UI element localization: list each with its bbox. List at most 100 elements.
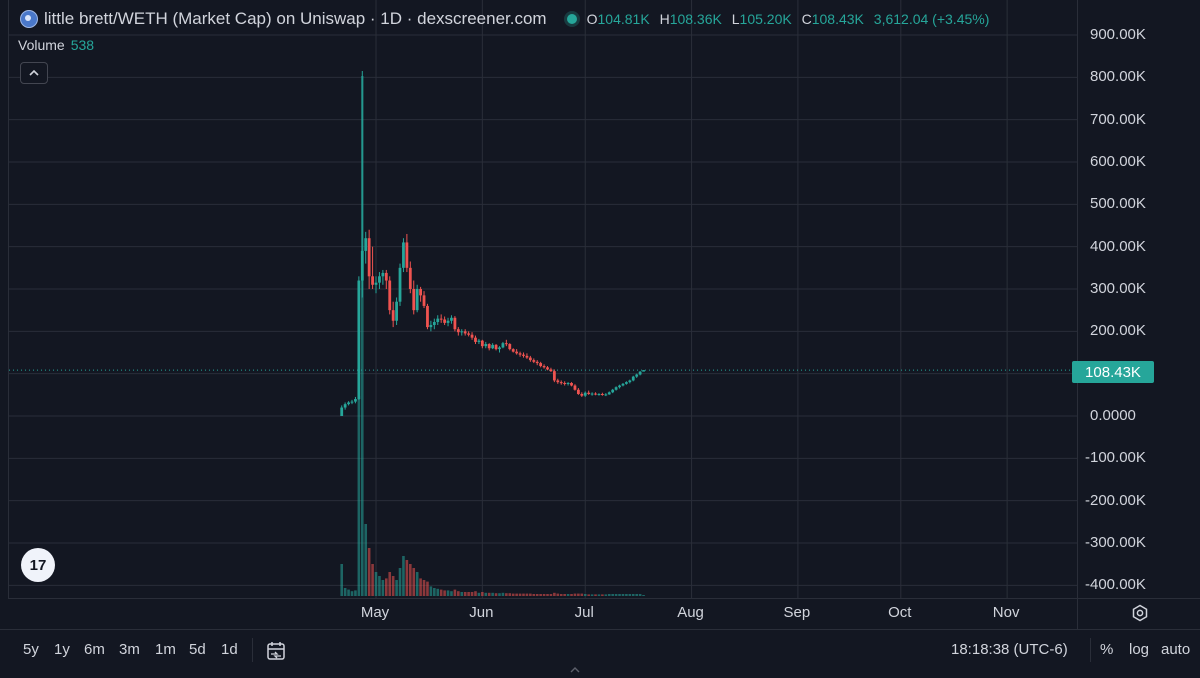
candle[interactable]: [621, 382, 625, 387]
candle[interactable]: [467, 331, 471, 337]
gear-icon[interactable]: [1131, 604, 1149, 622]
candle[interactable]: [474, 335, 477, 345]
candle[interactable]: [460, 329, 464, 336]
time-axis[interactable]: [8, 598, 1077, 629]
candle[interactable]: [494, 344, 498, 351]
candle[interactable]: [354, 396, 357, 404]
tradingview-logo-icon[interactable]: 17: [21, 548, 55, 582]
candle[interactable]: [378, 272, 381, 289]
candle[interactable]: [419, 286, 422, 302]
candle[interactable]: [453, 316, 457, 332]
candle[interactable]: [340, 405, 344, 416]
candle[interactable]: [402, 238, 405, 273]
candle[interactable]: [535, 360, 539, 366]
range-1m-button[interactable]: 1m: [155, 641, 176, 658]
candle[interactable]: [556, 378, 560, 384]
candle[interactable]: [604, 393, 608, 397]
collapse-legend-button[interactable]: [20, 62, 48, 84]
candle[interactable]: [498, 346, 501, 353]
candle[interactable]: [576, 388, 580, 395]
candle[interactable]: [563, 381, 567, 386]
candle[interactable]: [360, 70, 364, 298]
candle[interactable]: [525, 353, 529, 359]
candle[interactable]: [463, 329, 467, 336]
candle[interactable]: [607, 391, 611, 395]
candle[interactable]: [343, 402, 347, 410]
candle[interactable]: [405, 233, 409, 273]
percent-mode-button[interactable]: %: [1100, 641, 1114, 658]
candle[interactable]: [446, 317, 450, 327]
candle[interactable]: [587, 390, 591, 395]
candle[interactable]: [388, 276, 392, 315]
candle[interactable]: [511, 348, 515, 353]
candle[interactable]: [570, 382, 573, 387]
candle[interactable]: [412, 280, 416, 315]
candle[interactable]: [391, 301, 395, 328]
candle[interactable]: [549, 367, 553, 372]
candle[interactable]: [480, 339, 484, 349]
candle[interactable]: [600, 392, 604, 396]
candle[interactable]: [395, 297, 398, 325]
candle[interactable]: [477, 338, 481, 345]
calendar-icon[interactable]: [265, 640, 287, 662]
candle[interactable]: [374, 276, 378, 294]
candle[interactable]: [628, 379, 632, 384]
candle[interactable]: [522, 352, 525, 358]
candle[interactable]: [456, 327, 460, 336]
candle[interactable]: [484, 341, 488, 349]
price-axis[interactable]: 900.00K 800.00K 700.00K 600.00K 500.00K 400.0…: [1077, 0, 1200, 598]
candle[interactable]: [504, 339, 508, 347]
auto-mode-button[interactable]: auto: [1161, 641, 1191, 658]
candle[interactable]: [515, 349, 519, 355]
range-5d-button[interactable]: 5d: [189, 641, 206, 658]
candle[interactable]: [611, 388, 615, 394]
candle[interactable]: [364, 231, 368, 264]
candle[interactable]: [381, 269, 385, 285]
candle[interactable]: [347, 401, 350, 406]
candle[interactable]: [443, 316, 447, 325]
candle[interactable]: [436, 315, 440, 325]
candle[interactable]: [580, 392, 584, 397]
candle[interactable]: [501, 341, 505, 349]
candle[interactable]: [508, 343, 512, 351]
candle[interactable]: [638, 371, 642, 376]
candle[interactable]: [426, 303, 429, 330]
chart-area[interactable]: [8, 0, 1078, 598]
candle[interactable]: [597, 393, 601, 396]
range-6m-button[interactable]: 6m: [84, 641, 105, 658]
candle[interactable]: [429, 320, 433, 332]
candle[interactable]: [635, 373, 639, 378]
range-5y-button[interactable]: 5y: [23, 641, 39, 658]
range-1y-button[interactable]: 1y: [54, 641, 70, 658]
candle[interactable]: [439, 314, 443, 323]
candle[interactable]: [614, 386, 618, 391]
candle[interactable]: [367, 229, 371, 289]
candle[interactable]: [583, 391, 587, 397]
log-mode-button[interactable]: log: [1129, 641, 1150, 658]
candle[interactable]: [450, 315, 453, 324]
candle[interactable]: [384, 269, 388, 289]
candle[interactable]: [625, 381, 628, 385]
candle[interactable]: [566, 382, 570, 386]
candlestick-chart[interactable]: [9, 0, 1078, 598]
candle[interactable]: [559, 380, 563, 385]
candle[interactable]: [590, 392, 594, 396]
candle[interactable]: [594, 392, 597, 396]
candle[interactable]: [398, 263, 402, 306]
chevron-up-icon[interactable]: [570, 660, 580, 673]
candle[interactable]: [432, 318, 436, 330]
candle[interactable]: [642, 370, 645, 372]
range-1d-button[interactable]: 1d: [221, 641, 238, 658]
candle[interactable]: [422, 291, 426, 309]
candle[interactable]: [371, 246, 374, 289]
candle[interactable]: [350, 399, 354, 405]
candle[interactable]: [539, 361, 543, 368]
candle[interactable]: [491, 343, 495, 350]
candle[interactable]: [532, 358, 536, 364]
candle[interactable]: [552, 369, 556, 383]
candle[interactable]: [631, 375, 635, 382]
candle[interactable]: [573, 384, 577, 391]
candle[interactable]: [542, 364, 546, 369]
candle[interactable]: [487, 343, 491, 351]
candle[interactable]: [470, 332, 474, 340]
